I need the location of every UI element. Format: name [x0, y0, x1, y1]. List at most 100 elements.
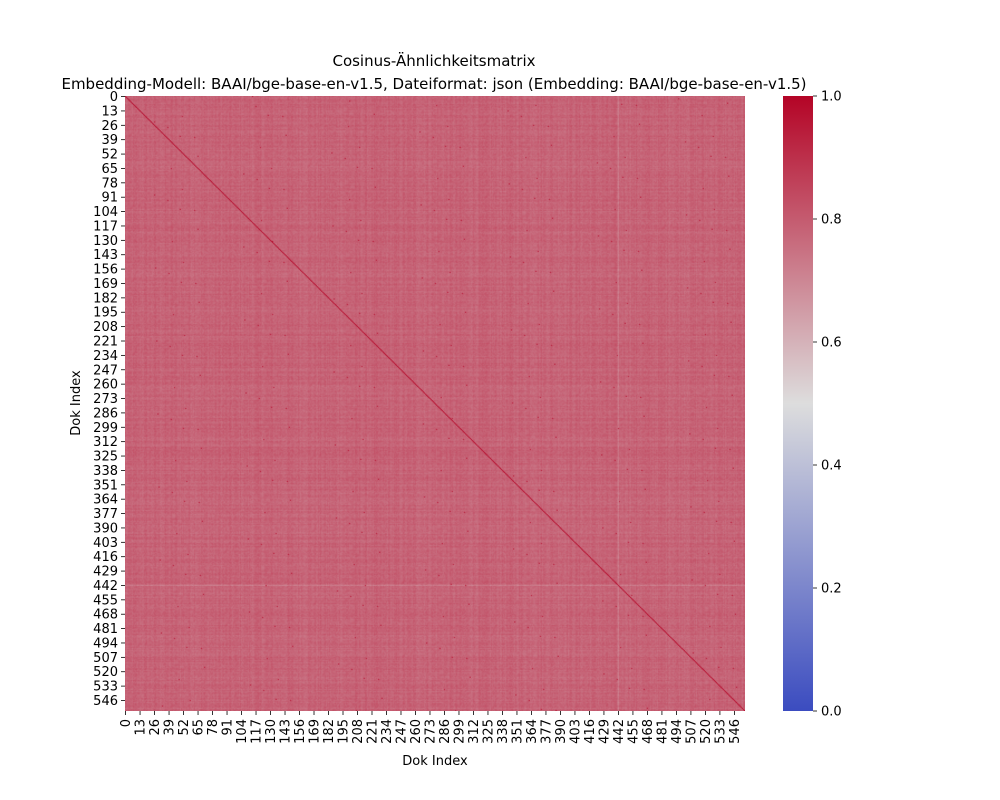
colorbar-tick-label: 0.8 — [821, 213, 842, 228]
x-tick-label: 26 — [148, 719, 163, 736]
y-tick-label: 351 — [93, 478, 118, 493]
x-tick-label: 481 — [655, 719, 670, 744]
x-tick-label: 260 — [409, 719, 424, 744]
x-tick-label: 143 — [279, 719, 294, 744]
x-tick-label: 52 — [177, 719, 192, 736]
y-tick-label: 429 — [93, 565, 118, 580]
y-tick-label: 273 — [93, 392, 118, 407]
y-tick-label: 364 — [93, 493, 118, 508]
y-tick-label: 338 — [93, 464, 118, 479]
y-tick-label: 39 — [101, 133, 118, 148]
y-tick-label: 546 — [93, 694, 118, 709]
x-tick-label: 247 — [394, 719, 409, 744]
y-tick-label: 390 — [93, 521, 118, 536]
x-tick-label: 78 — [206, 719, 221, 736]
x-tick-label: 429 — [597, 719, 612, 744]
colorbar-ticks: 0.0 0.2 0.4 0.6 0.8 1.0 — [813, 90, 842, 720]
x-tick-label: 39 — [163, 719, 178, 736]
x-tick-label: 195 — [337, 719, 352, 744]
y-tick-label: 507 — [93, 651, 118, 666]
x-tick-label: 533 — [713, 719, 728, 744]
x-tick-label: 546 — [728, 719, 743, 744]
heatmap-cells — [125, 96, 745, 711]
x-tick-label: 273 — [423, 719, 438, 744]
y-tick-label: 221 — [93, 335, 118, 350]
x-tick-label: 0 — [119, 719, 134, 727]
x-tick-label: 182 — [322, 719, 337, 744]
y-tick-label: 117 — [93, 219, 118, 234]
x-tick-label: 455 — [626, 719, 641, 744]
y-tick-label: 208 — [93, 320, 118, 335]
x-tick-label: 13 — [134, 719, 149, 736]
y-tick-label: 494 — [93, 636, 118, 651]
colorbar-gradient — [783, 96, 813, 711]
x-tick-label: 468 — [641, 719, 656, 744]
x-tick-label: 325 — [481, 719, 496, 744]
y-tick-label: 468 — [93, 608, 118, 623]
x-tick-label: 403 — [568, 719, 583, 744]
y-tick-label: 481 — [93, 622, 118, 637]
y-tick-label: 312 — [93, 435, 118, 450]
y-tick-label: 195 — [93, 306, 118, 321]
x-tick-label: 351 — [510, 719, 525, 744]
colorbar-tick-label: 0.6 — [821, 336, 842, 351]
y-axis-ticks: 0132639526578911041171301431561691821952… — [93, 90, 125, 709]
y-tick-label: 169 — [93, 277, 118, 292]
chart-title-line2: Embedding-Modell: BAAI/bge-base-en-v1.5,… — [61, 75, 806, 93]
x-tick-label: 169 — [308, 719, 323, 744]
x-tick-label: 390 — [554, 719, 569, 744]
x-tick-label: 286 — [438, 719, 453, 744]
x-tick-label: 104 — [235, 719, 250, 744]
chart-title-line1: Cosinus-Ähnlichkeitsmatrix — [332, 51, 535, 70]
y-tick-label: 104 — [93, 205, 118, 220]
y-axis-label: Dok Index — [69, 370, 84, 436]
y-tick-label: 234 — [93, 349, 118, 364]
y-tick-label: 26 — [101, 119, 118, 134]
x-tick-label: 299 — [452, 719, 467, 744]
y-tick-label: 78 — [101, 176, 118, 191]
x-tick-label: 312 — [467, 719, 482, 744]
y-tick-label: 182 — [93, 291, 118, 306]
y-tick-label: 13 — [101, 104, 118, 119]
colorbar-tick-label: 0.2 — [821, 582, 842, 597]
x-tick-label: 520 — [699, 719, 714, 744]
x-tick-label: 221 — [365, 719, 380, 744]
y-tick-label: 247 — [93, 363, 118, 378]
x-tick-label: 338 — [496, 719, 511, 744]
y-tick-label: 403 — [93, 536, 118, 551]
x-tick-label: 117 — [250, 719, 265, 744]
y-tick-label: 377 — [93, 507, 118, 522]
x-tick-label: 507 — [684, 719, 699, 744]
y-tick-label: 65 — [101, 162, 118, 177]
colorbar-tick-label: 1.0 — [821, 90, 842, 105]
y-tick-label: 130 — [93, 234, 118, 249]
y-tick-label: 91 — [101, 191, 118, 206]
x-tick-label: 234 — [380, 719, 395, 744]
heatmap-plot-area — [125, 96, 745, 711]
x-axis-label: Dok Index — [402, 754, 468, 769]
colorbar: 0.0 0.2 0.4 0.6 0.8 1.0 — [783, 90, 842, 720]
y-tick-label: 325 — [93, 450, 118, 465]
y-tick-label: 416 — [93, 550, 118, 565]
y-tick-label: 143 — [93, 248, 118, 263]
x-tick-label: 494 — [670, 719, 685, 744]
y-tick-label: 299 — [93, 421, 118, 436]
y-tick-label: 52 — [101, 148, 118, 163]
x-tick-label: 156 — [293, 719, 308, 744]
colorbar-tick-label: 0.0 — [821, 705, 842, 720]
y-tick-label: 260 — [93, 378, 118, 393]
x-tick-label: 130 — [264, 719, 279, 744]
y-tick-label: 156 — [93, 263, 118, 278]
x-tick-label: 65 — [192, 719, 207, 736]
x-axis-ticks: 0 13 26 39 52 65 78 91 104 117 130 143 156 169 182 195 2… — [119, 711, 743, 744]
y-tick-label: 0 — [110, 90, 118, 105]
y-tick-label: 286 — [93, 406, 118, 421]
x-tick-label: 91 — [221, 719, 236, 736]
y-tick-label: 520 — [93, 665, 118, 680]
x-tick-label: 208 — [351, 719, 366, 744]
y-tick-label: 533 — [93, 680, 118, 695]
y-tick-label: 442 — [93, 579, 118, 594]
x-tick-label: 364 — [525, 719, 540, 744]
x-tick-label: 442 — [612, 719, 627, 744]
